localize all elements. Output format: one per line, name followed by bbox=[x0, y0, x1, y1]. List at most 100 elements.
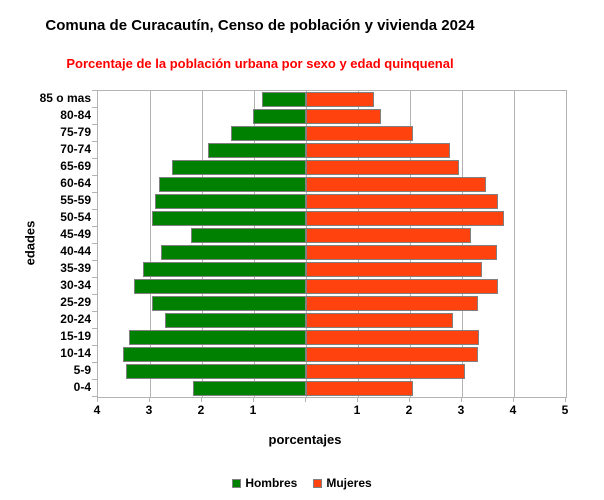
bar-mujeres bbox=[306, 211, 504, 226]
bar-hombres bbox=[123, 347, 306, 362]
pyramid-row bbox=[98, 244, 566, 261]
bar-mujeres bbox=[306, 279, 499, 294]
x-axis-tick bbox=[305, 398, 306, 402]
bar-mujeres bbox=[306, 228, 471, 243]
bar-hombres bbox=[128, 330, 306, 345]
age-label: 30-34 bbox=[60, 278, 91, 292]
pyramid-row bbox=[98, 329, 566, 346]
bar-hombres bbox=[125, 364, 306, 379]
pyramid-row bbox=[98, 159, 566, 176]
age-label: 40-44 bbox=[60, 244, 91, 258]
bar-hombres bbox=[134, 279, 306, 294]
bar-hombres bbox=[158, 177, 306, 192]
bar-hombres bbox=[252, 109, 306, 124]
pyramid-row bbox=[98, 312, 566, 329]
bar-mujeres bbox=[306, 143, 450, 158]
chart-subtitle: Porcentaje de la población urbana por se… bbox=[66, 56, 454, 71]
y-axis-tick bbox=[92, 243, 97, 244]
x-axis-tick bbox=[97, 398, 98, 402]
bar-mujeres bbox=[306, 364, 466, 379]
hombres-swatch-icon bbox=[232, 478, 242, 488]
age-label: 35-39 bbox=[60, 261, 91, 275]
gridline bbox=[514, 91, 515, 397]
pyramid-row bbox=[98, 125, 566, 142]
age-label: 70-74 bbox=[60, 142, 91, 156]
pyramid-row bbox=[98, 278, 566, 295]
legend-item-hombres: Hombres bbox=[232, 476, 297, 490]
age-label: 75-79 bbox=[60, 125, 91, 139]
bar-hombres bbox=[152, 211, 306, 226]
y-axis-tick bbox=[92, 362, 97, 363]
bar-hombres bbox=[154, 194, 306, 209]
gridline bbox=[150, 91, 151, 397]
x-axis-tick bbox=[149, 398, 150, 402]
bar-mujeres bbox=[306, 330, 480, 345]
age-label: 10-14 bbox=[60, 346, 91, 360]
y-axis-tick bbox=[92, 277, 97, 278]
y-axis-tick bbox=[92, 311, 97, 312]
gridline bbox=[254, 91, 255, 397]
bar-hombres bbox=[160, 245, 306, 260]
pyramid-row bbox=[98, 142, 566, 159]
age-label: 50-54 bbox=[60, 210, 91, 224]
y-axis-tick bbox=[92, 260, 97, 261]
age-label: 45-49 bbox=[60, 227, 91, 241]
bar-mujeres bbox=[306, 92, 375, 107]
bar-mujeres bbox=[306, 262, 483, 277]
bar-hombres bbox=[192, 381, 306, 396]
y-axis-tick bbox=[92, 226, 97, 227]
age-label: 25-29 bbox=[60, 295, 91, 309]
x-axis-title: porcentajes bbox=[268, 432, 342, 447]
bar-mujeres bbox=[306, 160, 459, 175]
x-axis-tick bbox=[253, 398, 254, 402]
x-axis-tick bbox=[201, 398, 202, 402]
bar-mujeres bbox=[306, 245, 497, 260]
x-axis-tick bbox=[565, 398, 566, 402]
pyramid-row bbox=[98, 176, 566, 193]
age-label: 5-9 bbox=[73, 363, 91, 377]
bar-hombres bbox=[151, 296, 306, 311]
bar-hombres bbox=[191, 228, 306, 243]
x-axis-tick-label: 3 bbox=[145, 403, 153, 417]
pyramid-row bbox=[98, 210, 566, 227]
age-label: 80-84 bbox=[60, 108, 91, 122]
bar-mujeres bbox=[306, 347, 478, 362]
x-axis-tick bbox=[409, 398, 410, 402]
age-label: 20-24 bbox=[60, 312, 91, 326]
gridline bbox=[462, 91, 463, 397]
pyramid-row bbox=[98, 227, 566, 244]
bar-hombres bbox=[171, 160, 306, 175]
y-axis-tick bbox=[92, 345, 97, 346]
x-axis-tick-label: 2 bbox=[197, 403, 205, 417]
y-axis-tick bbox=[92, 124, 97, 125]
y-axis-tick bbox=[92, 158, 97, 159]
bar-mujeres bbox=[306, 109, 382, 124]
legend-label-hombres: Hombres bbox=[245, 476, 298, 490]
bar-mujeres bbox=[306, 177, 486, 192]
x-axis-tick-label: 1 bbox=[249, 403, 257, 417]
x-axis-tick bbox=[513, 398, 514, 402]
pyramid-row bbox=[98, 108, 566, 125]
y-axis-tick bbox=[92, 141, 97, 142]
age-label: 0-4 bbox=[73, 380, 91, 394]
x-axis-tick-label: 2 bbox=[405, 403, 413, 417]
x-axis-tick bbox=[357, 398, 358, 402]
gridline bbox=[202, 91, 203, 397]
bar-mujeres bbox=[306, 126, 413, 141]
y-axis-tick bbox=[92, 379, 97, 380]
bar-mujeres bbox=[306, 381, 414, 396]
x-axis-tick-label: 3 bbox=[457, 403, 465, 417]
plot-area bbox=[97, 90, 567, 398]
y-axis-tick bbox=[92, 396, 97, 397]
y-axis-tick bbox=[92, 209, 97, 210]
x-axis-tick bbox=[461, 398, 462, 402]
y-axis-tick bbox=[92, 90, 97, 91]
mujeres-swatch-icon bbox=[313, 478, 323, 488]
x-axis-tick-label: 1 bbox=[353, 403, 361, 417]
pyramid-row bbox=[98, 346, 566, 363]
bar-hombres bbox=[261, 92, 306, 107]
age-label: 55-59 bbox=[60, 193, 91, 207]
legend-label-mujeres: Mujeres bbox=[326, 476, 372, 490]
bar-hombres bbox=[230, 126, 306, 141]
